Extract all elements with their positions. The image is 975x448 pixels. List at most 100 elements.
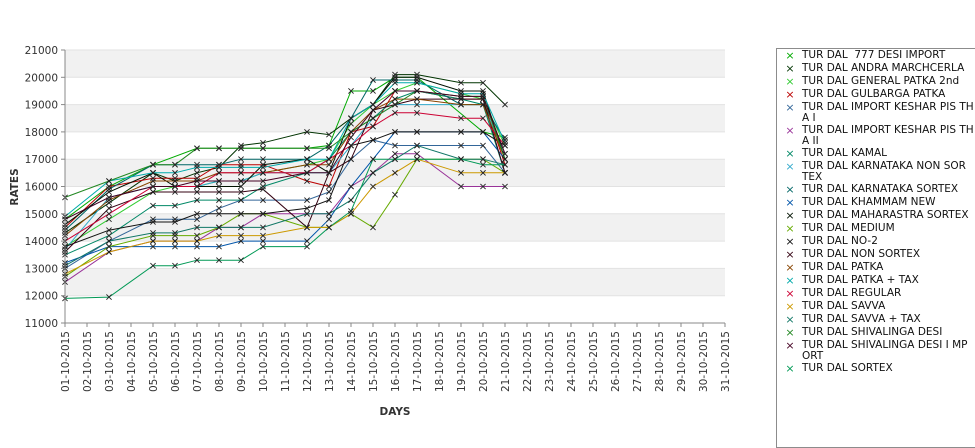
data-point-marker [238, 178, 244, 184]
x-tick-label: 29-10-2015 [676, 331, 688, 392]
data-point-marker [194, 243, 200, 250]
y-tick-label: 16000 [25, 182, 58, 194]
data-point-marker [502, 139, 508, 146]
data-point-marker [238, 145, 244, 152]
y-tick-label: 12000 [25, 291, 58, 303]
data-point-marker [216, 224, 222, 231]
plot-background [65, 50, 725, 323]
data-point-marker [348, 120, 354, 127]
x-tick-label: 23-10-2015 [544, 331, 556, 392]
legend-item: × TUR DAL IMPORT KESHAR PIS THA I [777, 101, 975, 124]
data-point-marker [480, 115, 486, 122]
x-tick-label: 24-10-2015 [566, 331, 578, 392]
x-tick-label: 31-10-2015 [720, 331, 732, 392]
plot-band [65, 186, 725, 214]
legend-item: × TUR DAL NON SORTEX [777, 248, 975, 261]
data-point-marker [348, 88, 354, 94]
x-tick-label: 09-10-2015 [236, 331, 248, 392]
x-tick-label: 04-10-2015 [126, 331, 138, 392]
data-point-marker [392, 88, 398, 94]
legend-marker-icon: × [785, 62, 795, 75]
data-point-marker [150, 189, 156, 195]
x-tick-labels: 01-10-2015 02-10-2015 03-10-2015 04-10-2015… [60, 323, 732, 392]
x-tick-label: 03-10-2015 [104, 331, 116, 392]
x-tick-label: 18-10-2015 [434, 331, 446, 392]
data-point-marker [502, 142, 508, 149]
y-tick-labels: 11000 12000 13000 14000 15000 16000 17000 18000… [25, 45, 65, 330]
data-point-marker [216, 205, 222, 212]
data-point-marker [238, 224, 244, 231]
data-point-marker [304, 169, 310, 176]
data-point-marker [216, 243, 222, 250]
y-tick-label: 18000 [25, 127, 58, 139]
data-point-marker [260, 161, 266, 168]
plot-band [65, 268, 725, 296]
data-point-marker [238, 183, 244, 190]
data-point-marker [194, 232, 200, 239]
data-point-marker [194, 169, 200, 176]
x-tick-label: 19-10-2015 [456, 331, 468, 392]
data-point-marker [348, 115, 354, 122]
data-point-marker [172, 238, 178, 245]
legend-item: × TUR DAL PATKA [777, 261, 975, 274]
data-point-marker [304, 205, 310, 212]
data-point-marker [348, 134, 354, 141]
legend-item: × TUR DAL NO-2 [777, 235, 975, 248]
data-point-marker [260, 186, 266, 193]
data-point-marker [194, 224, 200, 231]
data-point-marker [172, 229, 178, 236]
legend-label: TUR DAL REGULAR [802, 287, 902, 299]
y-tick-label: 14000 [25, 236, 58, 248]
data-point-marker [370, 169, 376, 176]
legend-label: TUR DAL MAHARASTRA SORTEX [802, 209, 969, 221]
data-point-marker [150, 202, 156, 209]
data-point-marker [502, 150, 508, 157]
data-point-marker [480, 93, 486, 100]
data-point-marker [238, 210, 244, 217]
data-point-marker [480, 90, 486, 97]
data-point-marker [480, 88, 486, 94]
data-point-marker [194, 197, 200, 204]
legend-marker-icon: × [785, 313, 795, 326]
legend-item: × TUR DAL KHAMMAM NEW [777, 196, 975, 209]
data-point-marker [326, 224, 332, 231]
data-point-marker [326, 169, 332, 176]
y-tick-label: 21000 [25, 45, 58, 57]
data-point-marker [502, 134, 508, 141]
data-point-marker [392, 109, 398, 116]
data-point-marker [392, 77, 398, 83]
legend-item: × TUR DAL PATKA + TAX [777, 274, 975, 287]
data-point-marker [348, 142, 354, 149]
legend-marker-icon: × [785, 160, 795, 173]
data-point-marker [458, 90, 464, 97]
x-tick-label: 07-10-2015 [192, 331, 204, 392]
data-point-marker [480, 142, 486, 149]
legend-marker-icon: × [785, 326, 795, 339]
data-point-marker [106, 178, 112, 184]
data-point-marker [304, 197, 310, 204]
data-point-marker [106, 232, 112, 239]
data-point-marker [392, 101, 398, 108]
data-point-marker [370, 137, 376, 144]
data-point-marker [216, 257, 222, 264]
data-point-marker [348, 156, 354, 163]
legend-label: TUR DAL ANDRA MARCHCERLA [802, 62, 965, 74]
plot-band [65, 213, 725, 242]
data-point-marker [106, 186, 112, 193]
data-point-marker [238, 197, 244, 204]
data-point-marker [260, 156, 266, 163]
data-point-marker [502, 101, 508, 108]
data-point-marker [194, 257, 200, 264]
legend-item: × TUR DAL SHIVALINGA DESI I MPORT [777, 339, 975, 362]
legend-item: × TUR DAL MAHARASTRA SORTEX [777, 209, 975, 222]
data-point-marker [458, 115, 464, 122]
legend-item: × TUR DAL KAMAL [777, 147, 975, 160]
data-point-marker [150, 232, 156, 239]
data-point-marker [260, 178, 266, 184]
data-point-marker [238, 161, 244, 168]
data-point-marker [414, 128, 420, 135]
data-point-marker [150, 161, 156, 168]
x-tick-label: 25-10-2015 [588, 331, 600, 392]
plot-band [65, 241, 725, 269]
data-point-marker [414, 156, 420, 163]
